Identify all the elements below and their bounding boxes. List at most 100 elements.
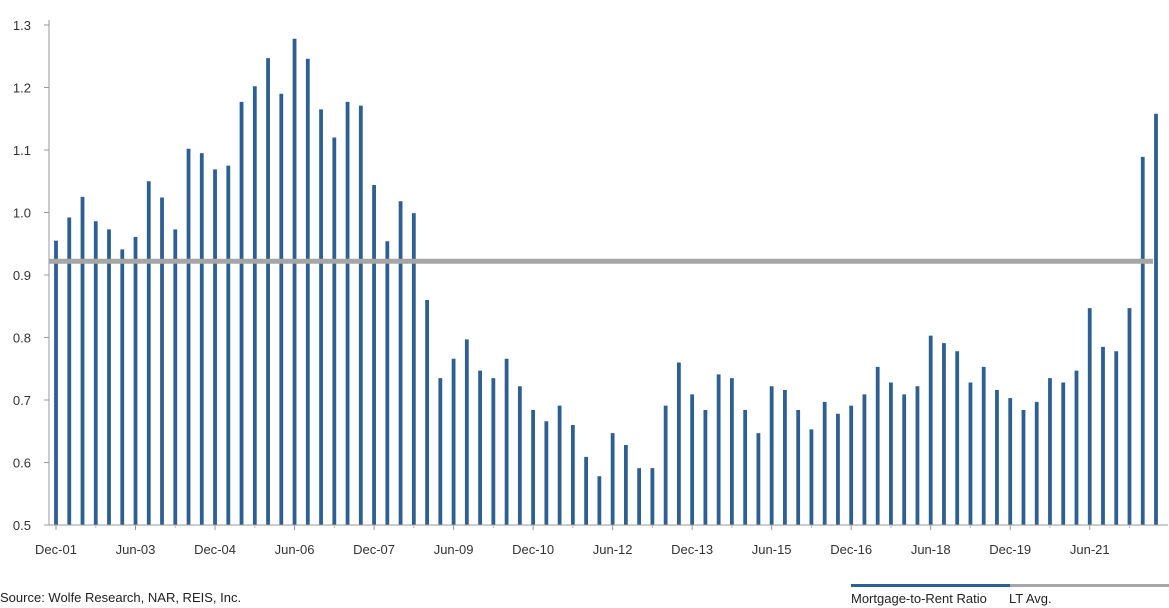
chart: 0.5 0.6 0.7 0.8 0.9 1.0 1.1 1.2 1.3 Dec-01 Jun-03 D… bbox=[13, 18, 1168, 557]
bar bbox=[146, 181, 151, 525]
bar bbox=[107, 229, 111, 525]
x-tick-label: Jun-21 bbox=[1070, 542, 1110, 557]
x-tick-label: Jun-15 bbox=[752, 542, 792, 557]
legend-swatch-avg bbox=[1010, 584, 1169, 587]
bar bbox=[995, 390, 999, 525]
bar bbox=[425, 300, 429, 525]
bar bbox=[1127, 308, 1132, 526]
x-tick-label: Jun-09 bbox=[434, 542, 474, 557]
bar bbox=[80, 196, 85, 525]
source-note: Source: Wolfe Research, NAR, REIS, Inc. bbox=[0, 590, 242, 605]
bar bbox=[120, 249, 125, 525]
x-tick-label: Jun-12 bbox=[593, 542, 633, 557]
x-tick-label: Dec-19 bbox=[989, 542, 1031, 557]
bar bbox=[570, 425, 575, 525]
y-tick-label: 1.0 bbox=[13, 206, 31, 221]
bar bbox=[345, 101, 350, 526]
bar bbox=[902, 394, 907, 526]
bar bbox=[319, 109, 323, 526]
bar bbox=[332, 137, 337, 525]
bar bbox=[557, 405, 562, 526]
bar bbox=[54, 240, 58, 525]
x-tick-label: Jun-18 bbox=[911, 542, 951, 557]
bar bbox=[1061, 382, 1066, 525]
bar bbox=[783, 390, 787, 525]
bar bbox=[889, 382, 893, 525]
bar bbox=[133, 236, 138, 525]
bar bbox=[730, 378, 734, 526]
bar bbox=[491, 378, 496, 526]
y-tick-label: 1.2 bbox=[13, 81, 31, 96]
bar bbox=[1087, 308, 1092, 526]
bar bbox=[199, 153, 204, 525]
bar bbox=[372, 185, 376, 525]
bar bbox=[623, 445, 628, 525]
bars bbox=[54, 38, 1158, 526]
bar bbox=[478, 370, 482, 526]
bar bbox=[1101, 346, 1105, 526]
y-tick-label: 1.1 bbox=[13, 143, 31, 158]
bar bbox=[650, 468, 655, 526]
bar bbox=[796, 410, 801, 525]
bar bbox=[756, 433, 761, 526]
x-tick-label: Jun-03 bbox=[116, 542, 156, 557]
bar bbox=[836, 413, 840, 525]
bar bbox=[597, 476, 602, 525]
bar bbox=[451, 358, 456, 525]
bar bbox=[942, 343, 946, 526]
legend-label-avg: LT Avg. bbox=[1009, 591, 1052, 606]
y-tick-label: 1.3 bbox=[13, 18, 31, 33]
bar bbox=[531, 410, 536, 525]
x-tick-label: Dec-16 bbox=[830, 542, 872, 557]
bar bbox=[822, 401, 827, 526]
bar bbox=[584, 456, 589, 526]
bar bbox=[862, 394, 867, 526]
bar bbox=[716, 374, 721, 526]
bar bbox=[981, 366, 986, 526]
x-tick-label: Dec-07 bbox=[353, 542, 395, 557]
bar bbox=[915, 386, 920, 525]
bar bbox=[385, 241, 390, 525]
bar bbox=[292, 38, 297, 525]
bar bbox=[1114, 351, 1119, 525]
bar bbox=[239, 101, 244, 526]
bar bbox=[955, 351, 960, 525]
y-tick-label: 0.8 bbox=[13, 331, 31, 346]
x-tick-label: Dec-13 bbox=[671, 542, 713, 557]
bar bbox=[517, 386, 522, 525]
bar bbox=[1008, 398, 1013, 525]
bar bbox=[252, 86, 257, 525]
bar bbox=[1048, 378, 1052, 526]
bar bbox=[875, 366, 880, 526]
y-tick-label: 0.5 bbox=[13, 518, 31, 533]
bar bbox=[544, 421, 549, 525]
bar bbox=[464, 339, 469, 526]
bar bbox=[398, 201, 403, 525]
bar bbox=[1074, 370, 1079, 526]
bar bbox=[968, 382, 973, 525]
bar bbox=[305, 58, 310, 525]
bar bbox=[358, 105, 363, 526]
bar bbox=[279, 93, 284, 525]
legend: Mortgage-to-Rent Ratio LT Avg. bbox=[851, 584, 1169, 608]
x-tick-label: Dec-10 bbox=[512, 542, 554, 557]
bar bbox=[928, 335, 933, 526]
bar bbox=[703, 410, 708, 525]
y-tick-label: 0.9 bbox=[13, 268, 31, 283]
y-tick-label: 0.6 bbox=[13, 456, 31, 471]
bar bbox=[213, 169, 217, 525]
bar bbox=[637, 468, 642, 526]
bar bbox=[1034, 401, 1039, 526]
x-tick-label: Dec-01 bbox=[35, 542, 77, 557]
bar bbox=[173, 229, 178, 525]
bar bbox=[809, 429, 814, 526]
bar bbox=[186, 148, 191, 525]
bar bbox=[67, 217, 72, 525]
bar bbox=[438, 378, 443, 526]
bar bbox=[690, 394, 695, 526]
bar bbox=[1154, 113, 1158, 525]
x-tick-label: Jun-06 bbox=[275, 542, 315, 557]
y-tick-label: 0.7 bbox=[13, 393, 31, 408]
bar bbox=[849, 405, 854, 526]
bar bbox=[676, 362, 681, 525]
